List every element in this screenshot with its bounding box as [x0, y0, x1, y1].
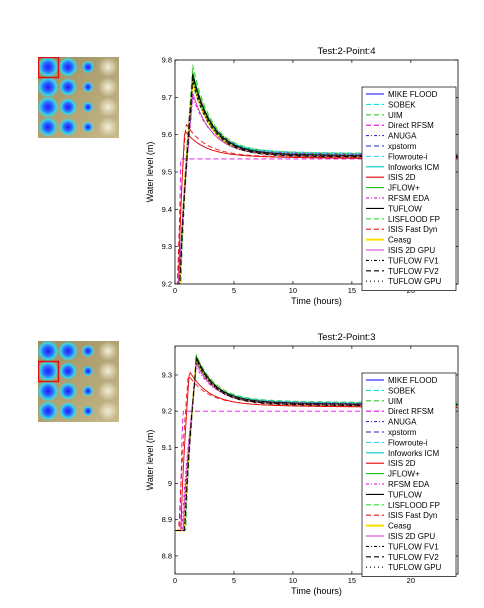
- x-tick-label: 10: [289, 576, 297, 585]
- legend-label: LISFLOOD FP: [388, 501, 440, 510]
- y-tick-label: 9.2: [162, 280, 172, 289]
- legend-label: Direct RFSM: [388, 121, 434, 130]
- y-tick-label: 9.3: [162, 370, 172, 379]
- y-tick-label: 8.9: [162, 515, 172, 524]
- legend-label: ANUGA: [388, 418, 417, 427]
- legend-label: JFLOW+: [388, 184, 420, 193]
- legend-label: Flowroute-i: [388, 438, 428, 447]
- legend-label: MIKE FLOOD: [388, 90, 438, 99]
- x-tick-label: 0: [173, 576, 177, 585]
- y-tick-label: 9.4: [162, 205, 172, 214]
- x-axis-label: Time (hours): [291, 296, 342, 306]
- legend-label: ISIS Fast Dyn: [388, 511, 437, 520]
- x-tick-label: 20: [407, 576, 415, 585]
- legend-label: TUFLOW FV2: [388, 267, 439, 276]
- chart-panel-2: Test:2-Point:3 0 5 10 15 20 8.8 8.9 9 9.1 9.2 9.3 Ti…: [145, 332, 458, 596]
- x-tick-label: 0: [173, 286, 177, 295]
- legend-label: UIM: [388, 397, 403, 406]
- chart-title: Test:2-Point:3: [317, 332, 375, 343]
- x-tick-label: 5: [232, 576, 236, 585]
- y-axis-label: Water level (m): [145, 142, 155, 203]
- legend-label: RFSM EDA: [388, 194, 430, 203]
- legend-label: RFSM EDA: [388, 480, 430, 489]
- y-tick-label: 9.6: [162, 130, 172, 139]
- legend-label: TUFLOW: [388, 204, 422, 213]
- legend-label: xpstorm: [388, 142, 417, 151]
- y-tick-label: 9.8: [162, 56, 172, 65]
- legend-label: ISIS Fast Dyn: [388, 225, 437, 234]
- x-tick-label: 10: [289, 286, 297, 295]
- legend-label: ISIS 2D GPU: [388, 532, 435, 541]
- x-tick-label: 15: [348, 286, 356, 295]
- legend-label: ISIS 2D: [388, 173, 416, 182]
- legend-label: TUFLOW GPU: [388, 563, 442, 572]
- x-axis-label: Time (hours): [291, 586, 342, 596]
- legend-label: Infoworks ICM: [388, 449, 439, 458]
- y-tick-label: 9.2: [162, 407, 172, 416]
- y-tick-label: 9.7: [162, 93, 172, 102]
- y-tick-label: 9.5: [162, 168, 172, 177]
- legend-label: TUFLOW: [388, 490, 422, 499]
- legend-label: Infoworks ICM: [388, 163, 439, 172]
- legend-label: Flowroute-i: [388, 152, 428, 161]
- y-tick-label: 8.8: [162, 551, 172, 560]
- legend-label: TUFLOW FV1: [388, 542, 439, 551]
- legend-label: JFLOW+: [388, 470, 420, 479]
- legend-label: TUFLOW FV1: [388, 256, 439, 265]
- legend-label: Ceasg: [388, 236, 411, 245]
- legend-label: Ceasg: [388, 522, 411, 531]
- legend-label: ISIS 2D: [388, 459, 416, 468]
- chart-title: Test:2-Point:4: [317, 46, 375, 57]
- x-tick-label: 15: [348, 576, 356, 585]
- legend-label: xpstorm: [388, 428, 417, 437]
- legend-label: SOBEK: [388, 100, 416, 109]
- legend-label: LISFLOOD FP: [388, 215, 440, 224]
- legend-label: ISIS 2D GPU: [388, 246, 435, 255]
- y-tick-label: 9.1: [162, 443, 172, 452]
- y-tick-label: 9.3: [162, 242, 172, 251]
- legend-label: ANUGA: [388, 132, 417, 141]
- x-tick-label: 5: [232, 286, 236, 295]
- y-axis-label: Water level (m): [145, 430, 155, 491]
- legend-label: TUFLOW GPU: [388, 277, 442, 286]
- legend-label: Direct RFSM: [388, 407, 434, 416]
- legend-label: UIM: [388, 111, 403, 120]
- legend-label: SOBEK: [388, 386, 416, 395]
- legend-label: TUFLOW FV2: [388, 553, 439, 562]
- legend-label: MIKE FLOOD: [388, 376, 438, 385]
- y-tick-label: 9: [168, 479, 172, 488]
- chart-panel-1: Test:2-Point:4051015209.29.39.49.59.69.7…: [145, 46, 458, 306]
